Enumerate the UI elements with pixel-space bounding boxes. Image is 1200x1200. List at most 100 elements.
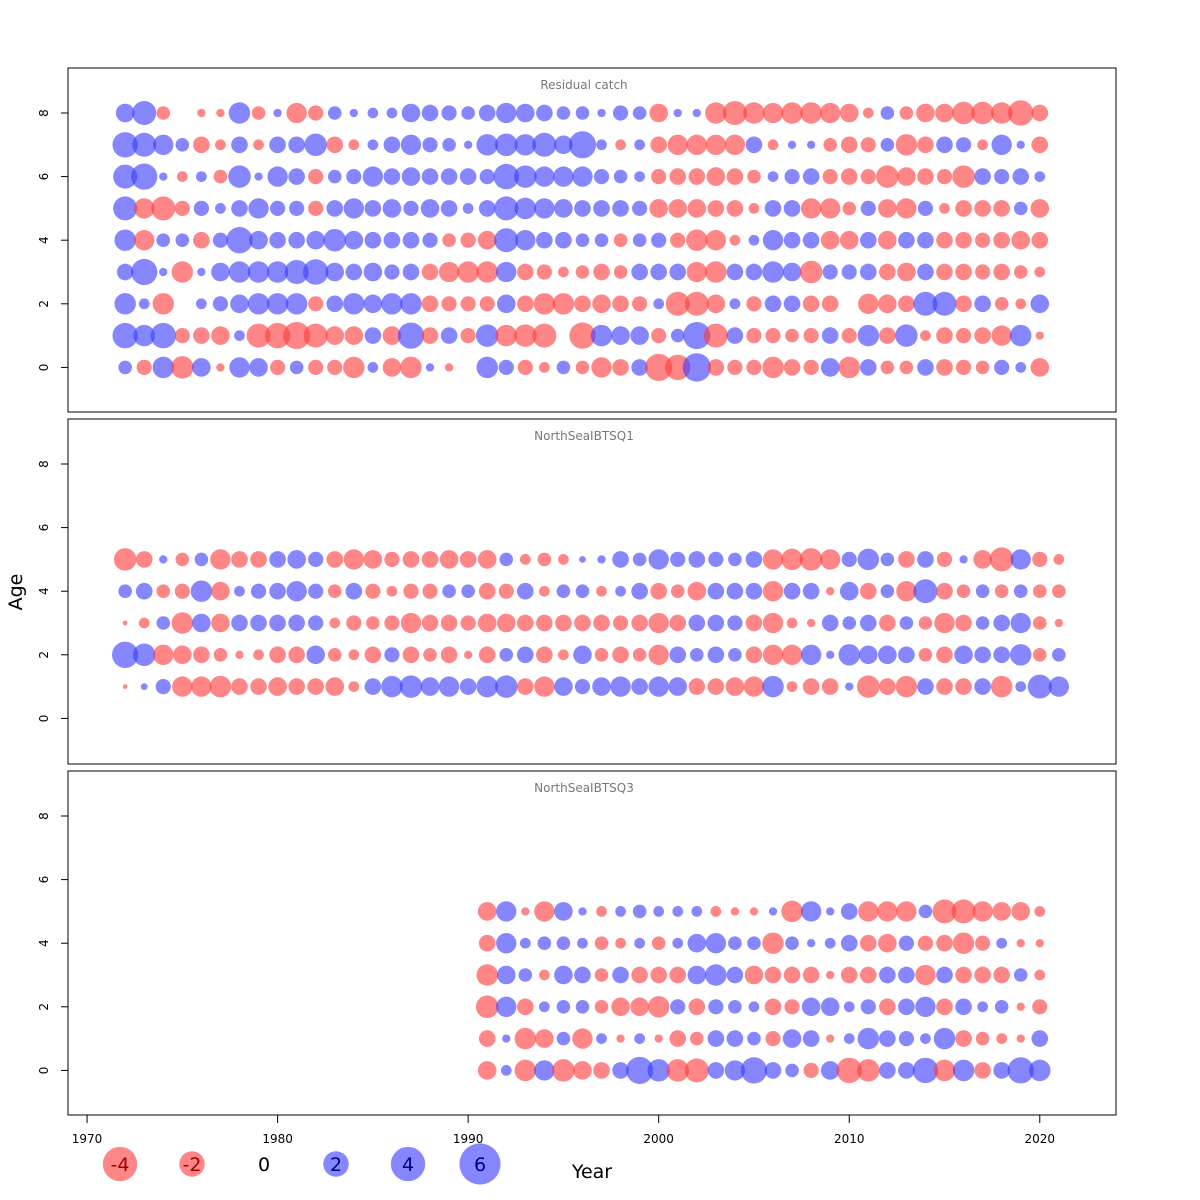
residual-bubble	[975, 1031, 990, 1046]
residual-bubble	[159, 267, 168, 277]
residual-bubble	[498, 583, 514, 599]
residual-bubble	[1027, 674, 1052, 699]
residual-bubble	[1052, 584, 1066, 598]
residual-bubble	[593, 263, 610, 281]
residual-bubble	[476, 134, 498, 156]
residual-bubble	[839, 581, 859, 601]
residual-bubble	[880, 360, 895, 375]
residual-bubble	[823, 138, 837, 152]
residual-bubble	[211, 613, 230, 633]
residual-bubble	[634, 937, 646, 949]
panel-title: NorthSeaIBTSQ3	[534, 781, 634, 795]
residual-bubble	[920, 330, 931, 341]
residual-bubble	[841, 328, 857, 344]
residual-bubble	[196, 298, 207, 310]
residual-bubble	[596, 585, 607, 597]
residual-bubble	[171, 612, 194, 634]
residual-bubble	[515, 230, 536, 251]
residual-bubble	[632, 904, 647, 919]
residual-bubble	[308, 105, 324, 121]
residual-bubble	[401, 167, 421, 186]
residual-bubble	[821, 327, 839, 344]
residual-bubble	[726, 263, 744, 281]
residual-bubble	[156, 233, 171, 247]
residual-bubble	[684, 291, 709, 316]
residual-bubble	[155, 679, 171, 695]
residual-bubble	[898, 551, 915, 568]
residual-bubble	[1031, 231, 1049, 249]
residual-bubble	[498, 359, 514, 375]
residual-bubble	[596, 906, 607, 917]
residual-bubble	[247, 261, 270, 283]
residual-bubble	[743, 676, 765, 697]
residual-bubble	[558, 266, 569, 278]
x-tick-label: 2010	[834, 1132, 865, 1146]
residual-bubble	[478, 646, 496, 664]
residual-bubble	[703, 323, 728, 348]
legend-label: 4	[402, 1154, 414, 1176]
residual-bubble	[707, 359, 725, 376]
residual-bubble	[932, 291, 957, 316]
residual-bubble	[172, 676, 193, 697]
residual-bubble	[461, 584, 475, 598]
residual-bubble	[688, 168, 706, 185]
residual-bubble	[682, 353, 711, 382]
residual-bubble	[915, 964, 936, 986]
y-tick-label: 6	[37, 524, 51, 532]
residual-bubble	[762, 356, 784, 379]
residual-bubble	[612, 551, 629, 568]
residual-bubble	[645, 353, 673, 381]
residual-bubble	[1013, 265, 1028, 279]
residual-bubble	[423, 648, 437, 662]
residual-bubble	[745, 136, 763, 154]
residual-bubble	[994, 359, 1010, 375]
residual-bubble	[156, 616, 171, 630]
residual-bubble	[936, 582, 953, 600]
residual-bubble	[516, 582, 534, 600]
residual-bubble	[822, 264, 838, 280]
residual-bubble	[707, 614, 725, 632]
residual-bubble	[993, 231, 1010, 249]
residual-bubble	[879, 327, 896, 344]
residual-bubble	[632, 296, 648, 312]
residual-bubble	[707, 200, 725, 217]
residual-bubble	[974, 327, 991, 344]
residual-bubble	[859, 934, 877, 952]
residual-bubble	[594, 936, 609, 950]
residual-bubble	[826, 907, 835, 916]
residual-bubble	[666, 1059, 690, 1082]
residual-bubble	[348, 681, 360, 692]
residual-bubble	[762, 612, 784, 634]
residual-bubble	[112, 641, 139, 668]
residual-bubble	[826, 650, 835, 659]
residual-bubble	[209, 675, 232, 698]
residual-bubble	[781, 644, 803, 665]
residual-bubble	[920, 1033, 931, 1044]
legend-label: 6	[474, 1154, 486, 1176]
residual-bubble	[422, 232, 438, 248]
residual-bubble	[590, 324, 613, 347]
residual-bubble	[728, 1000, 742, 1014]
residual-bubble	[420, 677, 440, 696]
y-tick-label: 4	[37, 587, 51, 595]
y-tick-label: 8	[37, 812, 51, 820]
residual-bubble	[647, 996, 670, 1018]
residual-bubble	[669, 646, 687, 664]
residual-bubble	[936, 551, 953, 567]
residual-bubble	[917, 168, 934, 185]
residual-bubble	[917, 263, 934, 281]
residual-bubble	[613, 265, 628, 279]
residual-bubble	[534, 1060, 555, 1081]
residual-bubble	[113, 196, 138, 221]
residual-bubble	[519, 554, 531, 565]
residual-bubble	[382, 358, 402, 377]
residual-bubble	[748, 203, 760, 214]
residual-bubble	[632, 233, 647, 247]
residual-bubble	[382, 199, 402, 218]
residual-bubble	[235, 650, 244, 659]
residual-bubble	[421, 104, 439, 122]
residual-bubble	[729, 298, 741, 310]
residual-bubble	[996, 937, 1008, 949]
residual-bubble	[728, 648, 742, 662]
